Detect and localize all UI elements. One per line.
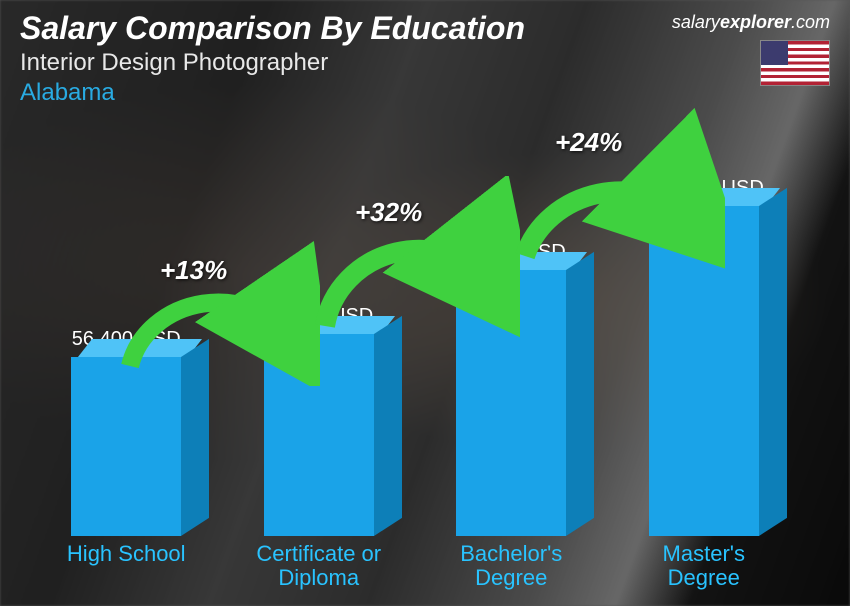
bar-3d: [456, 270, 566, 536]
increase-pct: +24%: [555, 127, 622, 158]
brand-logo: salaryexplorer.com: [672, 12, 830, 33]
header: Salary Comparison By Education Interior …: [20, 10, 830, 107]
bar-3: 104,000 USD: [608, 177, 801, 536]
bar-1: 63,600 USD: [223, 305, 416, 536]
bar-front-face: [264, 334, 374, 536]
bars-container: 56,400 USD 63,600 USD 83,700 USD 104,000…: [30, 136, 800, 536]
bar-0: 56,400 USD: [30, 328, 223, 536]
brand-part3: .com: [791, 12, 830, 32]
bar-side-face: [181, 339, 209, 536]
brand-part1: salary: [672, 12, 720, 32]
category-labels: High SchoolCertificate orDiplomaBachelor…: [30, 536, 800, 596]
category-label: Bachelor'sDegree: [415, 536, 608, 596]
bar-front-face: [71, 357, 181, 536]
category-label: Master'sDegree: [608, 536, 801, 596]
bar-front-face: [649, 206, 759, 536]
increase-pct: +13%: [160, 255, 227, 286]
us-flag-icon: [760, 40, 830, 86]
bar-3d: [649, 206, 759, 536]
increase-pct: +32%: [355, 197, 422, 228]
category-label: High School: [30, 536, 223, 596]
bar-side-face: [374, 316, 402, 536]
bar-3d: [71, 357, 181, 536]
job-title: Interior Design Photographer: [20, 49, 830, 77]
bar-3d: [264, 334, 374, 536]
bar-side-face: [759, 188, 787, 536]
bar-front-face: [456, 270, 566, 536]
salary-bar-chart: 56,400 USD 63,600 USD 83,700 USD 104,000…: [30, 116, 800, 596]
category-label: Certificate orDiploma: [223, 536, 416, 596]
bar-2: 83,700 USD: [415, 241, 608, 536]
brand-part2: explorer: [720, 12, 791, 32]
region-label: Alabama: [20, 79, 830, 107]
bar-side-face: [566, 252, 594, 536]
